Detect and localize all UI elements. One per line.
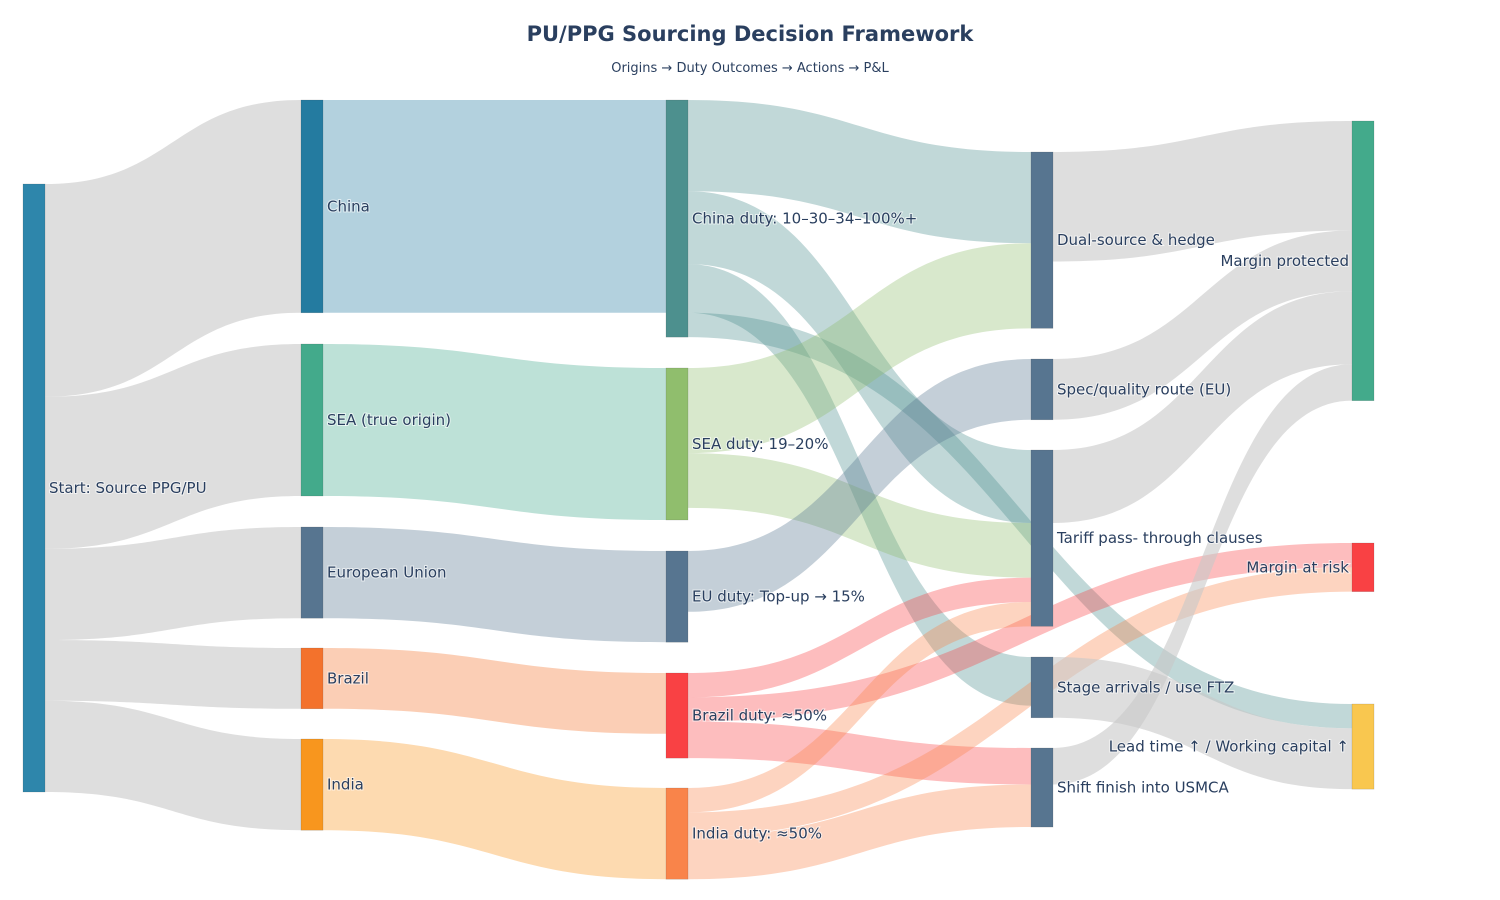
node-label: Dual-source & hedge [1057, 231, 1215, 249]
sankey-link[interactable] [688, 721, 1031, 785]
sankey-node[interactable] [300, 647, 324, 710]
node-label: Margin at risk [1246, 558, 1349, 576]
node-label: China [327, 197, 370, 215]
chart-subtitle: Origins → Duty Outcomes → Actions → P&L [611, 61, 889, 76]
sankey-link[interactable] [688, 543, 1352, 722]
sankey-link[interactable] [1053, 364, 1352, 785]
sankey-link[interactable] [323, 739, 666, 880]
sankey-node[interactable] [300, 526, 324, 619]
node-label: SEA duty: 19–20% [692, 435, 828, 453]
node-label: Tariff pass- through clauses [1056, 529, 1263, 547]
sankey-node[interactable] [1030, 656, 1054, 719]
sankey-node[interactable] [1351, 703, 1375, 790]
sankey-link[interactable] [688, 453, 1031, 578]
node-label: Stage arrivals / use FTZ [1057, 678, 1234, 696]
sankey-node[interactable] [1030, 358, 1054, 421]
node-label: Spec/quality route (EU) [1057, 380, 1231, 398]
node-label: China duty: 10–30–34–100%+ [692, 210, 917, 228]
node-label: Shift finish into USMCA [1057, 779, 1229, 797]
node-label: European Union [327, 564, 447, 582]
sankey-node[interactable] [665, 99, 689, 338]
sankey-link[interactable] [323, 648, 666, 734]
sankey-link[interactable] [688, 243, 1031, 454]
sankey-link[interactable] [323, 100, 666, 313]
sankey-node[interactable] [1351, 120, 1375, 401]
node-label: Start: Source PPG/PU [49, 479, 207, 497]
node-label: Brazil duty: ≈50% [692, 707, 827, 725]
node-label: Lead time ↑ / Working capital ↑ [1109, 738, 1349, 756]
sankey-link[interactable] [688, 602, 1031, 813]
sankey-link[interactable] [1053, 657, 1352, 790]
sankey-link[interactable] [45, 640, 301, 709]
sankey-node[interactable] [665, 550, 689, 643]
sankey-node[interactable] [1351, 542, 1375, 592]
node-label: EU duty: Top-up → 15% [692, 588, 865, 606]
sankey-link[interactable] [688, 359, 1031, 612]
sankey-link[interactable] [688, 191, 1031, 523]
sankey-link[interactable] [688, 100, 1031, 244]
sankey-link[interactable] [1053, 121, 1352, 262]
node-label: Brazil [327, 669, 369, 687]
sankey-node[interactable] [1030, 151, 1054, 329]
sankey-node[interactable] [665, 367, 689, 521]
node-label: India duty: ≈50% [692, 825, 822, 843]
sankey-node[interactable] [665, 672, 689, 759]
sankey-link[interactable] [688, 312, 1352, 729]
sankey-node[interactable] [300, 738, 324, 831]
sankey-node[interactable] [300, 99, 324, 314]
node-label: Margin protected [1220, 252, 1349, 270]
sankey-node[interactable] [1030, 747, 1054, 828]
sankey-link[interactable] [45, 527, 301, 640]
chart-title: PU/PPG Sourcing Decision Framework [526, 22, 974, 46]
sankey-link[interactable] [688, 784, 1031, 880]
sankey-node[interactable] [1030, 449, 1054, 627]
sankey-link[interactable] [323, 344, 666, 520]
sankey-link[interactable] [688, 264, 1031, 706]
sankey-node[interactable] [300, 343, 324, 497]
sankey-link[interactable] [323, 527, 666, 643]
sankey-node[interactable] [665, 787, 689, 880]
sankey-link[interactable] [688, 577, 1031, 698]
sankey-link[interactable] [45, 100, 301, 397]
sankey-node[interactable] [22, 183, 46, 793]
sankey-link[interactable] [1053, 291, 1352, 523]
sankey-link[interactable] [45, 344, 301, 549]
sankey-link[interactable] [688, 567, 1352, 837]
sankey-link[interactable] [45, 700, 301, 831]
sankey-link[interactable] [1053, 230, 1352, 420]
node-label: SEA (true origin) [327, 411, 451, 429]
node-label: India [327, 776, 364, 794]
